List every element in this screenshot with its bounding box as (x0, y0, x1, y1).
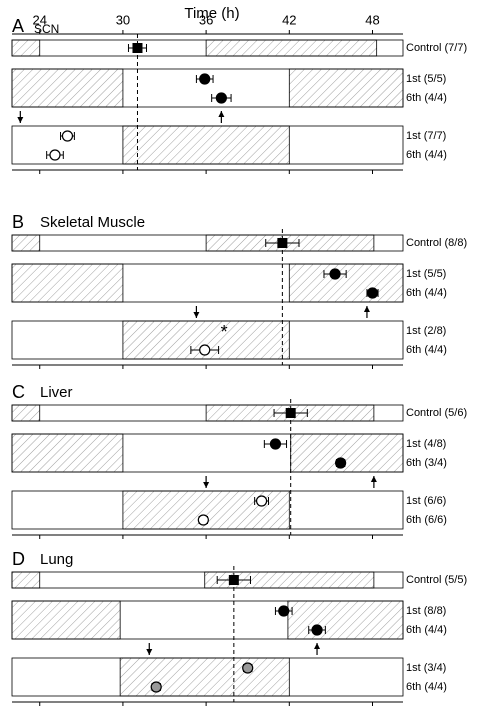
row-label: 6th (4/4) (406, 92, 447, 104)
row-label: Control (5/6) (406, 407, 467, 419)
annotation: * (221, 322, 228, 342)
row-label: 6th (4/4) (406, 681, 447, 693)
point (278, 605, 290, 617)
panel-letter: D (12, 549, 25, 569)
arrow-head (203, 482, 210, 488)
shaded-interval (11, 234, 41, 252)
point (242, 662, 254, 674)
row-label: 6th (6/6) (406, 514, 447, 526)
row-label: 1st (2/8) (406, 325, 446, 337)
point (150, 681, 162, 693)
row-label: 6th (3/4) (406, 457, 447, 469)
point (329, 268, 341, 280)
shaded-interval (290, 433, 404, 473)
x-tick-label: 36 (199, 12, 213, 27)
shaded-interval (287, 600, 404, 640)
panel-letter: A (12, 16, 24, 36)
point (215, 92, 227, 104)
arrow-head (193, 312, 200, 318)
row-label: 1st (7/7) (406, 130, 446, 142)
point (311, 624, 323, 636)
shaded-interval (119, 657, 290, 697)
row-label: 6th (4/4) (406, 344, 447, 356)
row-label: 1st (6/6) (406, 495, 446, 507)
point (269, 438, 282, 450)
row-label: 1st (5/5) (406, 268, 446, 280)
shaded-interval (11, 404, 41, 422)
point (49, 149, 61, 161)
shaded-interval (11, 600, 121, 640)
row-label: 6th (4/4) (406, 149, 447, 161)
row-label: 1st (8/8) (406, 605, 446, 617)
shaded-interval (11, 68, 124, 108)
panel-title: Lung (40, 551, 73, 568)
point (335, 457, 347, 469)
shaded-interval (204, 571, 375, 589)
row-label: 1st (5/5) (406, 73, 446, 85)
x-tick-label: 42 (282, 12, 296, 27)
point (197, 514, 209, 526)
point (255, 495, 268, 507)
shaded-interval (11, 39, 41, 57)
row-label: 6th (4/4) (406, 287, 447, 299)
arrow-head (363, 306, 370, 312)
arrow-head (370, 476, 377, 482)
shaded-interval (288, 263, 404, 303)
x-axis-title: Time (h) (184, 5, 239, 22)
arrow-head (17, 117, 24, 123)
panel-title: Skeletal Muscle (40, 214, 145, 231)
row-label: Control (5/5) (406, 574, 467, 586)
panel-letter: B (12, 212, 24, 232)
panel-letter: C (12, 382, 25, 402)
shaded-interval (11, 571, 41, 589)
shaded-interval (205, 39, 378, 57)
arrow-head (146, 649, 153, 655)
x-tick-label: 30 (116, 12, 130, 27)
point (199, 73, 211, 85)
shaded-interval (288, 68, 404, 108)
panel-title: SCN (34, 22, 59, 36)
shaded-interval (11, 263, 124, 303)
arrow-head (218, 111, 225, 117)
row-label: Control (8/8) (406, 237, 467, 249)
row-label: 1st (3/4) (406, 662, 446, 674)
shaded-interval (11, 433, 124, 473)
x-tick-label: 24 (32, 12, 46, 27)
panel-title: Liver (40, 384, 73, 401)
point (199, 344, 211, 356)
row-label: Control (7/7) (406, 42, 467, 54)
shaded-interval (122, 125, 290, 165)
x-tick-label: 48 (365, 12, 379, 27)
row-label: 1st (4/8) (406, 438, 446, 450)
point (366, 287, 379, 299)
arrow-head (314, 643, 321, 649)
row-label: 6th (4/4) (406, 624, 447, 636)
point (61, 130, 74, 142)
